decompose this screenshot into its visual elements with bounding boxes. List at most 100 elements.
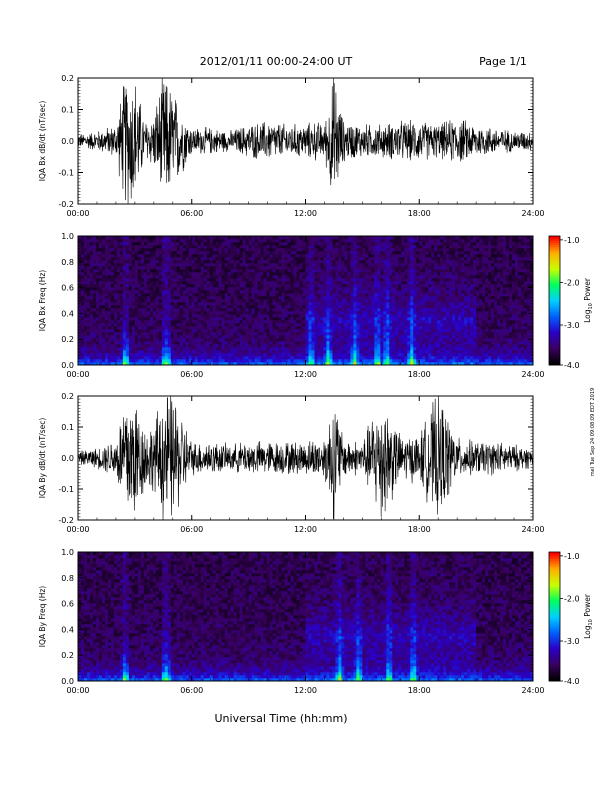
spectrogram-cell [389,239,393,243]
spectrogram-cell [329,278,333,282]
spectrogram-cell [110,353,115,357]
spectrogram-cell [107,341,112,345]
spectrogram-cell [197,359,202,363]
spectrogram-cell [338,350,342,354]
spectrogram-cell [326,326,330,330]
spectrogram-cell [305,257,309,261]
spectrogram-cell [335,275,339,279]
spectrogram-cell [116,248,121,252]
spectrogram-cell [95,239,100,243]
spectrogram-cell [209,299,213,303]
spectrogram-cell [407,305,411,309]
spectrogram-cell [335,335,339,339]
spectrogram-cell [368,242,372,246]
spectrogram-cell [380,278,384,282]
spectrogram-cell [182,281,187,285]
spectrogram-cell [395,320,399,324]
spectrogram-cell [95,329,100,333]
spectrogram-cell [182,335,187,339]
spectrogram-cell [146,281,151,285]
spectrogram-cell [272,266,276,270]
spectrogram-cell [263,362,267,366]
spectrogram-cell [113,344,118,348]
spectrogram-cell [278,323,282,327]
spectrogram-cell [347,248,351,252]
spectrogram-cell [284,323,288,327]
spectrogram-cell [194,329,199,333]
spectrogram-cell [173,299,178,303]
spectrogram-cell [83,323,88,327]
spectrogram-cell [134,362,139,366]
spectrogram-cell [104,302,109,306]
spectrogram-cell [128,308,133,312]
spectrogram-cell [368,251,372,255]
spectrogram-cell [173,254,178,258]
spectrogram-cell [221,239,225,243]
spectrogram-cell [275,326,279,330]
spectrogram-cell [149,329,154,333]
spectrogram-cell [164,257,169,261]
spectrogram-cell [260,359,264,363]
spectrogram-cell [287,236,291,240]
spectrogram-cell [113,284,118,288]
spectrogram-cell [224,254,228,258]
spectrogram-cell [119,299,124,303]
spectrogram-cell [362,254,366,258]
spectrogram-cell [302,305,306,309]
spectrogram-cell [395,260,399,264]
spectrogram-cell [104,290,109,294]
spectrogram-cell [398,323,402,327]
spectrogram-cell [362,275,366,279]
spectrogram-cell [203,284,208,288]
spectrogram-cell [299,245,303,249]
spectrogram-cell [296,329,300,333]
spectrogram-cell [248,311,252,315]
spectrogram-cell [251,302,255,306]
spectrogram-cell [245,326,249,330]
spectrogram-cell [362,236,366,240]
spectrogram-cell [371,245,375,249]
spectrogram-cell [101,323,106,327]
spectrogram-cell [320,353,324,357]
spectrogram-cell [365,266,369,270]
spectrogram-cell [194,263,199,267]
spectrogram-cell [209,284,213,288]
spectrogram-cell [110,326,115,330]
spectrogram-cell [275,317,279,321]
spectrogram-cell [362,248,366,252]
spectrogram-cell [278,248,282,252]
spectrogram-cell [377,356,381,360]
spectrogram-cell [245,335,249,339]
spectrogram-cell [311,341,315,345]
spectrogram-cell [101,257,106,261]
spectrogram-cell [311,314,315,318]
spectrogram-cell [308,275,312,279]
spectrogram-cell [242,236,246,240]
spectrogram-cell [113,296,118,300]
spectrogram-cell [197,362,202,366]
spectrogram-cell [113,257,118,261]
spectrogram-cell [281,359,285,363]
spectrogram-cell [341,302,345,306]
spectrogram-cell [359,239,363,243]
spectrogram-cell [380,275,384,279]
spectrogram-cell [95,314,100,318]
spectrogram-cell [113,272,118,276]
spectrogram-cell [224,308,228,312]
spectrogram-cell [263,308,267,312]
spectrogram-cell [230,362,234,366]
spectrogram-cell [377,326,381,330]
spectrogram-cell [134,350,139,354]
spectrogram-cell [146,272,151,276]
spectrogram-cell [308,335,312,339]
spectrogram-cell [380,302,384,306]
spectrogram-cell [131,272,136,276]
spectrogram-cell [122,317,127,321]
spectrogram-cell [332,335,336,339]
spectrogram-cell [260,311,264,315]
spectrogram-cell [347,344,351,348]
spectrogram-cell [191,320,196,324]
spectrogram-cell [254,314,258,318]
spectrogram-cell [209,329,213,333]
spectrogram-cell [383,326,387,330]
